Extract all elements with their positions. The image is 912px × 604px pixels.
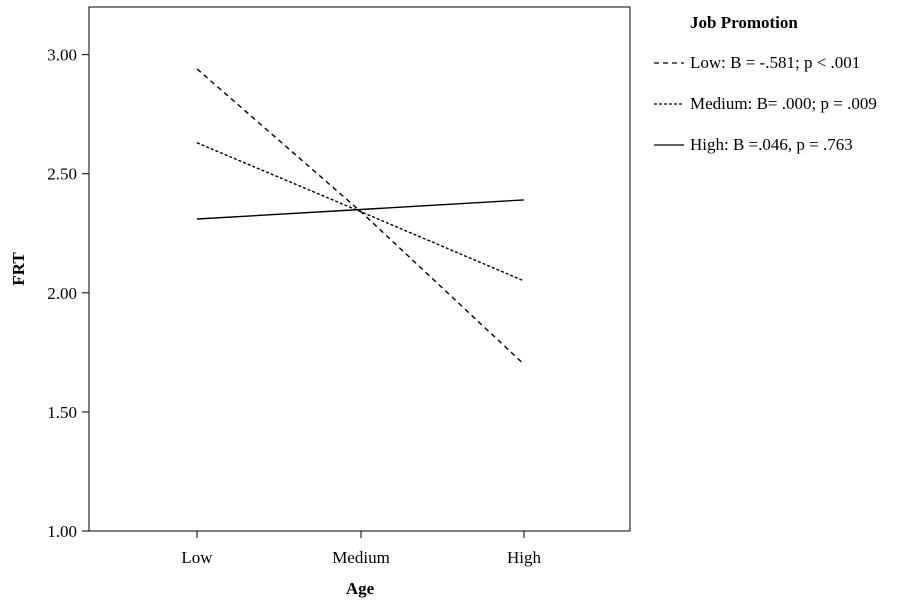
legend-title: Job Promotion xyxy=(690,13,798,32)
y-tick-label: 3.00 xyxy=(47,46,77,65)
series-line-solid xyxy=(196,199,525,220)
x-tick-label: Medium xyxy=(332,548,390,567)
y-tick-label: 1.50 xyxy=(47,403,77,422)
legend-label: Medium: B= .000; p = .009 xyxy=(690,94,877,113)
legend-label: Low: B = -.581; p < .001 xyxy=(690,53,860,72)
x-tick-label: High xyxy=(507,548,542,567)
y-axis-ticks: 1.00 1.50 2.00 2.50 3.00 xyxy=(47,46,89,541)
legend-label: High: B =.046, p = .763 xyxy=(690,135,853,154)
y-tick-label: 2.00 xyxy=(47,284,77,303)
plot-frame xyxy=(88,6,631,532)
x-axis-ticks: Low Medium High xyxy=(181,531,542,567)
x-axis-title: Age xyxy=(346,579,375,598)
series-line-dotted xyxy=(196,142,525,282)
series-lines xyxy=(196,68,525,365)
y-axis-title: FRT xyxy=(9,252,28,286)
legend: Job Promotion Low: B = -.581; p < .001 Me… xyxy=(654,13,877,154)
x-tick-label: Low xyxy=(181,548,213,567)
y-tick-label: 1.00 xyxy=(47,522,77,541)
y-tick-label: 2.50 xyxy=(47,165,77,184)
